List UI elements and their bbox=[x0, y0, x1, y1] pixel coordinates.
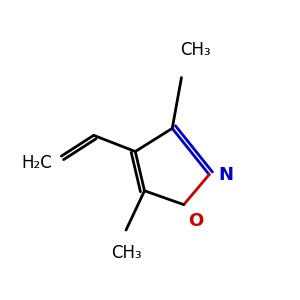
Text: N: N bbox=[218, 166, 233, 184]
Text: CH₃: CH₃ bbox=[111, 244, 141, 262]
Text: H₂C: H₂C bbox=[21, 154, 52, 172]
Text: CH₃: CH₃ bbox=[180, 41, 211, 59]
Text: O: O bbox=[188, 212, 204, 230]
